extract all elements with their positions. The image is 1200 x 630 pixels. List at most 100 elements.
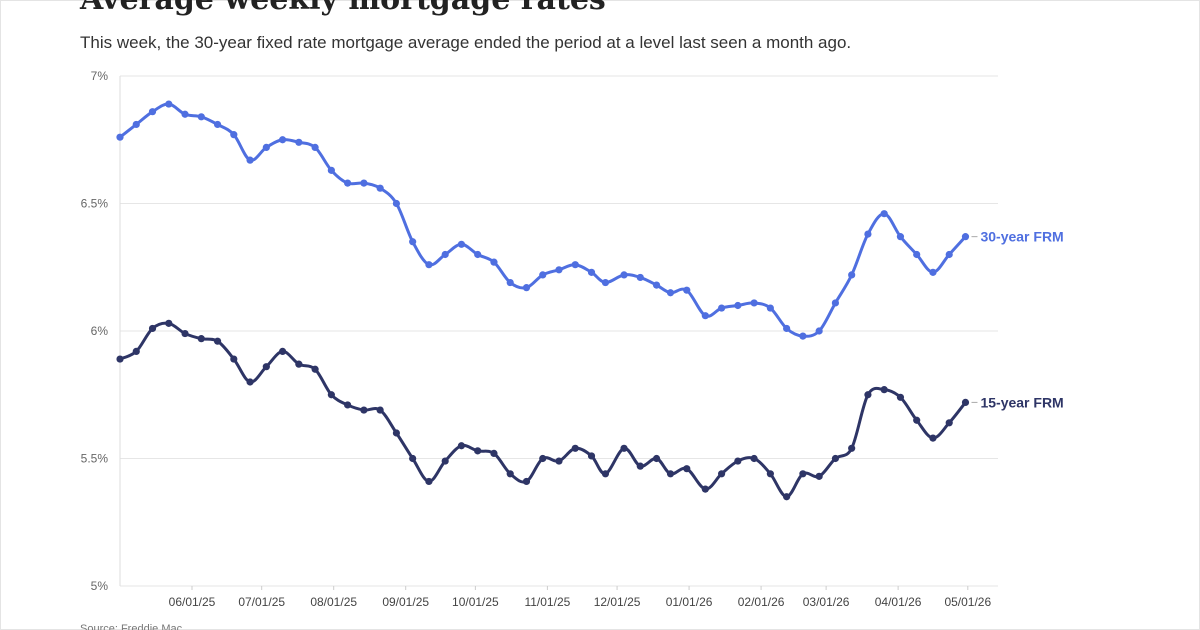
data-point-30-year (360, 179, 368, 187)
data-point-15-year (213, 337, 222, 345)
data-point-30-year (701, 312, 709, 320)
data-point-30-year (376, 184, 384, 192)
y-tick-label: 7% (91, 69, 109, 83)
data-point-15-year (896, 393, 905, 401)
data-point-30-year (441, 250, 449, 259)
data-point-30-year (601, 278, 610, 287)
data-point-15-year (116, 355, 124, 363)
data-point-15-year (441, 457, 449, 465)
x-tick-label: 11/01/25 (524, 595, 570, 609)
data-point-15-year (766, 470, 774, 478)
data-point-15-year (311, 365, 319, 373)
data-point-30-year (913, 250, 921, 259)
x-tick-label: 07/01/25 (238, 595, 285, 609)
data-point-15-year (815, 472, 823, 480)
x-tick-label: 10/01/25 (452, 595, 499, 609)
data-point-30-year (620, 271, 628, 279)
data-point-15-year (601, 470, 610, 478)
data-point-30-year (587, 268, 596, 276)
data-point-30-year (278, 136, 287, 144)
data-point-15-year (783, 493, 791, 501)
data-point-30-year (409, 238, 417, 246)
data-point-30-year (116, 133, 124, 141)
data-point-30-year (148, 108, 157, 116)
data-point-30-year (652, 281, 661, 289)
data-point-15-year (961, 398, 970, 406)
series-label-15-year: 15-year FRM (980, 394, 1063, 410)
x-tick-label: 01/01/26 (666, 595, 713, 609)
data-point-30-year (683, 286, 691, 294)
data-point-30-year (929, 268, 937, 276)
data-point-30-year (522, 284, 531, 292)
data-point-15-year (666, 470, 675, 478)
source-note: Source: Freddie Mac (80, 623, 183, 630)
series-line-15-year (118, 321, 967, 499)
data-point-15-year (409, 454, 417, 463)
y-tick-label: 6% (91, 324, 109, 338)
data-point-30-year (246, 156, 254, 164)
data-point-15-year (636, 462, 644, 470)
data-point-30-year (327, 166, 335, 174)
data-point-30-year (181, 110, 189, 118)
data-point-30-year (165, 100, 173, 108)
x-tick-label: 06/01/25 (169, 595, 216, 609)
data-point-15-year (181, 329, 189, 338)
data-point-15-year (490, 449, 498, 457)
data-point-15-year (880, 386, 888, 394)
data-point-30-year (295, 138, 303, 146)
data-point-15-year (929, 434, 937, 442)
data-point-15-year (945, 419, 953, 427)
data-point-30-year (848, 271, 856, 279)
data-point-30-year (734, 301, 742, 310)
data-point-30-year (230, 131, 238, 139)
series-label-30-year: 30-year FRM (980, 229, 1063, 245)
data-point-15-year (197, 335, 205, 343)
data-point-15-year (474, 447, 482, 455)
data-point-15-year (344, 401, 352, 409)
data-point-30-year (213, 120, 222, 129)
data-point-15-year (327, 391, 335, 399)
data-point-15-year (701, 485, 709, 493)
data-point-30-year (864, 230, 872, 238)
y-tick-label: 5.5% (81, 452, 109, 466)
x-tick-label: 05/01/26 (944, 595, 991, 609)
data-point-15-year (295, 360, 303, 368)
data-point-30-year (880, 210, 888, 218)
data-point-30-year (425, 261, 433, 269)
data-point-30-year (262, 143, 270, 151)
data-point-15-year (392, 429, 401, 437)
data-point-15-year (848, 444, 856, 452)
data-point-15-year (864, 391, 872, 399)
x-tick-label: 08/01/25 (310, 595, 357, 609)
data-point-30-year (815, 327, 823, 335)
data-point-30-year (571, 261, 579, 269)
y-tick-label: 5% (91, 579, 109, 593)
data-point-15-year (376, 406, 384, 414)
data-point-30-year (766, 304, 774, 312)
data-point-30-year (457, 240, 466, 248)
data-point-30-year (666, 289, 675, 297)
data-point-15-year (799, 470, 807, 478)
data-point-15-year (230, 355, 238, 363)
data-point-15-year (360, 406, 368, 414)
data-point-15-year (539, 454, 547, 463)
data-point-30-year (132, 120, 140, 129)
data-point-30-year (799, 332, 807, 340)
data-point-30-year (831, 299, 840, 307)
data-point-30-year (783, 324, 791, 333)
data-point-30-year (750, 299, 758, 307)
data-point-30-year (636, 273, 644, 282)
data-point-30-year (392, 199, 401, 208)
data-point-15-year (683, 465, 691, 473)
data-point-15-year (555, 457, 563, 465)
data-point-15-year (717, 470, 726, 478)
data-point-30-year (961, 233, 970, 241)
data-point-15-year (246, 378, 254, 386)
x-tick-label: 03/01/26 (803, 595, 850, 609)
data-point-15-year (587, 452, 596, 460)
data-point-15-year (831, 454, 840, 463)
data-point-15-year (165, 319, 173, 327)
data-point-15-year (913, 416, 921, 424)
data-point-30-year (945, 250, 953, 259)
